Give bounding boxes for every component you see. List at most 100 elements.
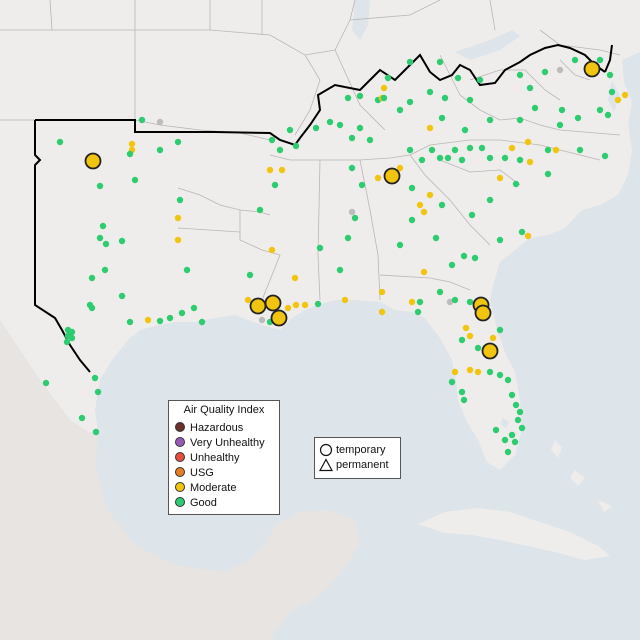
good-monitor-point[interactable] bbox=[396, 106, 404, 114]
good-monitor-point[interactable] bbox=[460, 396, 468, 404]
good-monitor-point[interactable] bbox=[466, 96, 474, 104]
good-monitor-point[interactable] bbox=[436, 58, 444, 66]
good-monitor-point[interactable] bbox=[518, 424, 526, 432]
moderate-monitor-point[interactable] bbox=[378, 288, 386, 296]
good-monitor-point[interactable] bbox=[486, 368, 494, 376]
moderate-monitor-point[interactable] bbox=[508, 144, 516, 152]
moderate-monitor-point[interactable] bbox=[614, 96, 622, 104]
moderate-monitor-point[interactable] bbox=[583, 60, 601, 78]
good-monitor-point[interactable] bbox=[516, 71, 524, 79]
good-monitor-point[interactable] bbox=[608, 88, 616, 96]
good-monitor-point[interactable] bbox=[471, 254, 479, 262]
good-monitor-point[interactable] bbox=[604, 111, 612, 119]
good-monitor-point[interactable] bbox=[451, 296, 459, 304]
moderate-monitor-point[interactable] bbox=[496, 174, 504, 182]
good-monitor-point[interactable] bbox=[418, 156, 426, 164]
good-monitor-point[interactable] bbox=[436, 154, 444, 162]
good-monitor-point[interactable] bbox=[448, 261, 456, 269]
moderate-monitor-point[interactable] bbox=[268, 246, 276, 254]
good-monitor-point[interactable] bbox=[63, 338, 71, 346]
moderate-monitor-point[interactable] bbox=[378, 308, 386, 316]
good-monitor-point[interactable] bbox=[558, 106, 566, 114]
good-monitor-point[interactable] bbox=[492, 426, 500, 434]
moderate-monitor-point[interactable] bbox=[292, 301, 300, 309]
good-monitor-point[interactable] bbox=[516, 156, 524, 164]
moderate-monitor-point[interactable] bbox=[374, 174, 382, 182]
moderate-monitor-point[interactable] bbox=[301, 301, 309, 309]
good-monitor-point[interactable] bbox=[574, 114, 582, 122]
moderate-monitor-point[interactable] bbox=[489, 334, 497, 342]
good-monitor-point[interactable] bbox=[496, 326, 504, 334]
moderate-monitor-point[interactable] bbox=[264, 294, 282, 312]
good-monitor-point[interactable] bbox=[316, 244, 324, 252]
good-monitor-point[interactable] bbox=[96, 182, 104, 190]
good-monitor-point[interactable] bbox=[276, 146, 284, 154]
good-monitor-point[interactable] bbox=[246, 271, 254, 279]
good-monitor-point[interactable] bbox=[174, 138, 182, 146]
good-monitor-point[interactable] bbox=[344, 234, 352, 242]
good-monitor-point[interactable] bbox=[292, 142, 300, 150]
good-monitor-point[interactable] bbox=[501, 436, 509, 444]
good-monitor-point[interactable] bbox=[396, 241, 404, 249]
good-monitor-point[interactable] bbox=[571, 56, 579, 64]
good-monitor-point[interactable] bbox=[526, 84, 534, 92]
good-monitor-point[interactable] bbox=[576, 146, 584, 154]
good-monitor-point[interactable] bbox=[314, 300, 322, 308]
moderate-monitor-point[interactable] bbox=[383, 167, 401, 185]
moderate-monitor-point[interactable] bbox=[524, 138, 532, 146]
good-monitor-point[interactable] bbox=[476, 76, 484, 84]
moderate-monitor-point[interactable] bbox=[266, 166, 274, 174]
moderate-monitor-point[interactable] bbox=[524, 232, 532, 240]
good-monitor-point[interactable] bbox=[504, 376, 512, 384]
good-monitor-point[interactable] bbox=[531, 104, 539, 112]
good-monitor-point[interactable] bbox=[504, 448, 512, 456]
moderate-monitor-point[interactable] bbox=[174, 214, 182, 222]
good-monitor-point[interactable] bbox=[91, 374, 99, 382]
good-monitor-point[interactable] bbox=[198, 318, 206, 326]
good-monitor-point[interactable] bbox=[88, 274, 96, 282]
good-monitor-point[interactable] bbox=[406, 146, 414, 154]
good-monitor-point[interactable] bbox=[408, 184, 416, 192]
good-monitor-point[interactable] bbox=[556, 121, 564, 129]
good-monitor-point[interactable] bbox=[92, 428, 100, 436]
moderate-monitor-point[interactable] bbox=[396, 164, 404, 172]
good-monitor-point[interactable] bbox=[444, 154, 452, 162]
good-monitor-point[interactable] bbox=[496, 371, 504, 379]
good-monitor-point[interactable] bbox=[468, 211, 476, 219]
good-monitor-point[interactable] bbox=[508, 391, 516, 399]
good-monitor-point[interactable] bbox=[356, 124, 364, 132]
good-monitor-point[interactable] bbox=[286, 126, 294, 134]
good-monitor-point[interactable] bbox=[94, 388, 102, 396]
good-monitor-point[interactable] bbox=[101, 266, 109, 274]
good-monitor-point[interactable] bbox=[166, 314, 174, 322]
moderate-monitor-point[interactable] bbox=[462, 324, 470, 332]
good-monitor-point[interactable] bbox=[512, 180, 520, 188]
good-monitor-point[interactable] bbox=[516, 116, 524, 124]
good-monitor-point[interactable] bbox=[118, 237, 126, 245]
good-monitor-point[interactable] bbox=[380, 94, 388, 102]
moderate-monitor-point[interactable] bbox=[474, 304, 492, 322]
good-monitor-point[interactable] bbox=[474, 344, 482, 352]
good-monitor-point[interactable] bbox=[344, 94, 352, 102]
good-monitor-point[interactable] bbox=[156, 317, 164, 325]
good-monitor-point[interactable] bbox=[351, 214, 359, 222]
good-monitor-point[interactable] bbox=[486, 116, 494, 124]
moderate-monitor-point[interactable] bbox=[270, 309, 288, 327]
good-monitor-point[interactable] bbox=[518, 228, 526, 236]
good-monitor-point[interactable] bbox=[478, 144, 486, 152]
good-monitor-point[interactable] bbox=[512, 401, 520, 409]
good-monitor-point[interactable] bbox=[68, 334, 76, 342]
good-monitor-point[interactable] bbox=[496, 236, 504, 244]
good-monitor-point[interactable] bbox=[458, 156, 466, 164]
good-monitor-point[interactable] bbox=[541, 68, 549, 76]
no_data-monitor-point[interactable] bbox=[156, 118, 164, 126]
good-monitor-point[interactable] bbox=[414, 308, 422, 316]
good-monitor-point[interactable] bbox=[596, 106, 604, 114]
moderate-monitor-point[interactable] bbox=[481, 342, 499, 360]
good-monitor-point[interactable] bbox=[486, 196, 494, 204]
moderate-monitor-point[interactable] bbox=[174, 236, 182, 244]
moderate-monitor-point[interactable] bbox=[416, 201, 424, 209]
good-monitor-point[interactable] bbox=[596, 56, 604, 64]
good-monitor-point[interactable] bbox=[432, 234, 440, 242]
good-monitor-point[interactable] bbox=[466, 298, 474, 306]
